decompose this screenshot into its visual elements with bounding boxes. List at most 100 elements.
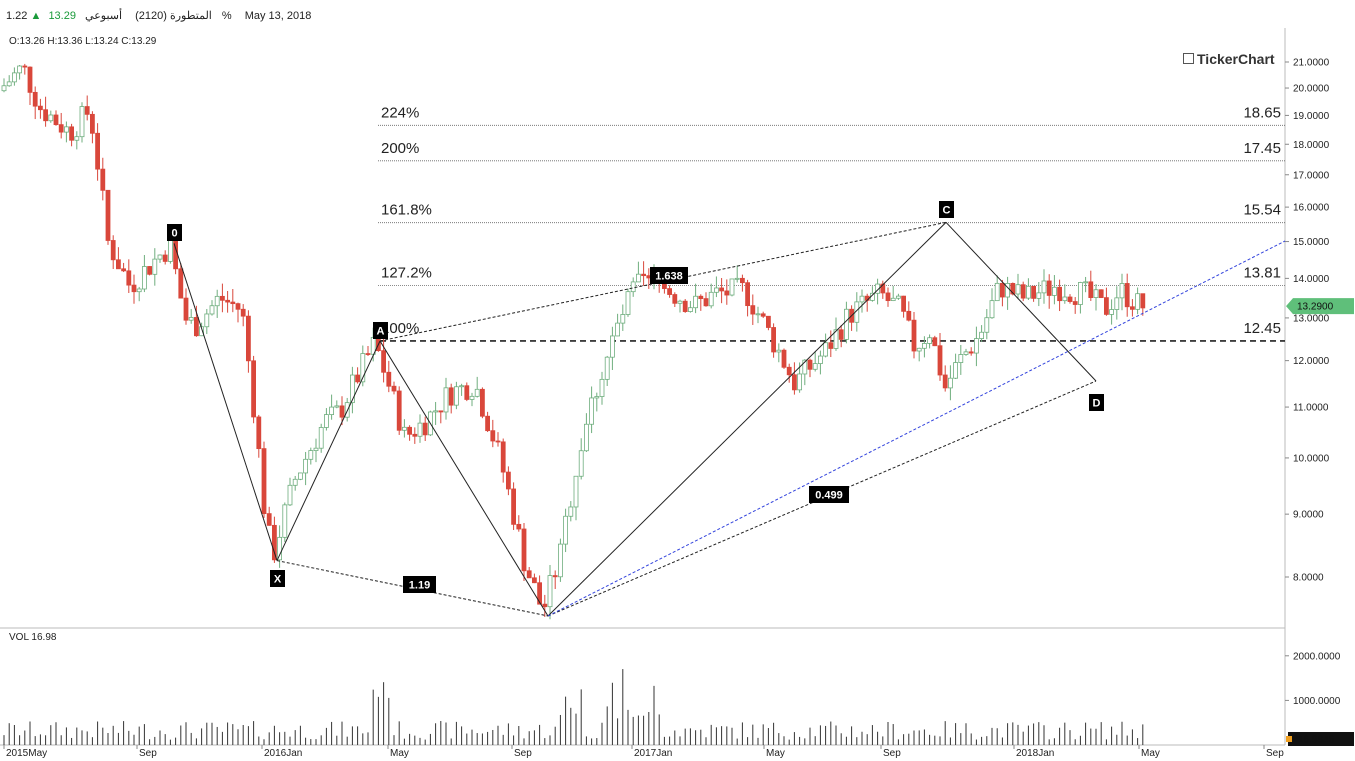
- fib-level-label: 224%: [381, 104, 419, 121]
- candle-body: [453, 386, 459, 406]
- candle-body: [53, 114, 59, 126]
- ohlc-readout: O:13.26 H:13.36 L:13.24 C:13.29: [9, 36, 157, 47]
- candle-body: [318, 427, 324, 449]
- candle-body: [1098, 289, 1104, 299]
- candle-body: [797, 373, 802, 391]
- ratio-label: 0.499: [815, 490, 843, 502]
- y-tick-label: 10.0000: [1293, 453, 1330, 464]
- volume-marker-icon: [1286, 736, 1292, 742]
- candle-body: [303, 458, 309, 474]
- tickerchart-logo: TickerChart: [1183, 51, 1275, 67]
- interval-label[interactable]: أسبوعي: [85, 10, 123, 22]
- candle-body: [121, 268, 126, 272]
- candle-body: [906, 310, 912, 321]
- candle-body: [188, 317, 194, 321]
- candle-body: [833, 329, 839, 349]
- y-tick-label: 14.0000: [1293, 274, 1330, 285]
- candle-body: [401, 426, 407, 431]
- candle-body: [339, 405, 345, 418]
- candle-body: [417, 422, 423, 437]
- candle-body: [511, 488, 517, 525]
- candle-body: [1000, 282, 1005, 298]
- pattern-point-label: X: [274, 574, 282, 586]
- candle-body: [11, 72, 17, 83]
- candle-body: [724, 290, 730, 296]
- candle-body: [69, 126, 74, 141]
- candle-body: [251, 360, 257, 418]
- candle-body: [334, 405, 340, 408]
- y-tick-label: 11.0000: [1293, 403, 1329, 414]
- candle-body: [17, 65, 23, 74]
- candle-body: [79, 106, 85, 138]
- candle-body: [422, 422, 428, 436]
- candle-body: [110, 240, 116, 261]
- pattern-point-label: 0: [171, 228, 177, 240]
- candle-body: [573, 475, 579, 508]
- candle-body: [95, 132, 100, 170]
- x-tick-label: 2016Jan: [264, 748, 302, 759]
- candle-body: [1072, 301, 1078, 305]
- candle-body: [953, 362, 958, 379]
- pattern-point-label: C: [943, 205, 951, 217]
- candle-body: [781, 349, 787, 368]
- candle-body: [890, 297, 896, 302]
- candle-body: [100, 168, 106, 191]
- candle-body: [589, 397, 594, 425]
- candle-body: [495, 440, 501, 443]
- candle-body: [812, 363, 818, 370]
- y-tick-label: 8.0000: [1293, 573, 1324, 584]
- candle-body: [740, 277, 745, 284]
- ratio-label: 1.638: [655, 271, 683, 283]
- leg-b-c: [547, 221, 947, 617]
- candle-body: [979, 331, 984, 339]
- candle-body: [386, 371, 392, 387]
- candle-body: [147, 266, 153, 275]
- candle-body: [563, 515, 568, 545]
- candle-body: [521, 528, 527, 572]
- candle-body: [64, 126, 69, 133]
- candle-body: [922, 343, 927, 349]
- candle-body: [537, 582, 542, 605]
- candle-body: [942, 374, 948, 389]
- candle-body: [547, 575, 553, 608]
- candle-body: [620, 314, 626, 324]
- chart-header: المتطورة (2120) أسبوعي 13.29 ▲ 1.22% May…: [6, 9, 321, 22]
- candle-body: [230, 301, 236, 305]
- candle-body: [381, 350, 387, 373]
- candle-body: [880, 283, 886, 294]
- candle-body: [729, 278, 735, 296]
- candle-body: [349, 374, 355, 404]
- candle-body: [916, 347, 922, 352]
- candle-body: [802, 359, 808, 375]
- candle-body: [698, 295, 704, 300]
- candle-body: [984, 317, 990, 333]
- candle-body: [1026, 285, 1031, 299]
- candle-body: [485, 415, 491, 432]
- candle-body: [771, 327, 776, 353]
- candle-body: [584, 423, 589, 452]
- y-tick-label: 21.0000: [1293, 58, 1330, 69]
- candle-body: [277, 536, 283, 561]
- candle-body: [1062, 296, 1068, 302]
- x-tick-label: May: [766, 748, 785, 759]
- last-volume-badge: [1288, 732, 1354, 746]
- vol-tick-label: 2000.0000: [1293, 651, 1341, 662]
- pattern-point-label-box: [167, 224, 182, 241]
- candles: [1, 63, 1146, 620]
- x-tick-label: 2015May: [6, 748, 47, 759]
- fib-level-value: 13.81: [1243, 265, 1281, 282]
- candle-body: [38, 105, 43, 111]
- candle-body: [464, 385, 470, 400]
- candle-body: [672, 294, 678, 304]
- candle-body: [225, 299, 231, 303]
- candle-body: [932, 337, 938, 347]
- candle-body: [131, 284, 137, 293]
- candle-body: [755, 313, 761, 316]
- logo-icon: [1183, 53, 1194, 64]
- candle-body: [558, 543, 563, 578]
- ratio-line-xb: [276, 560, 549, 617]
- candle-body: [167, 239, 173, 262]
- candle-body: [438, 410, 444, 413]
- candle-body: [313, 447, 319, 451]
